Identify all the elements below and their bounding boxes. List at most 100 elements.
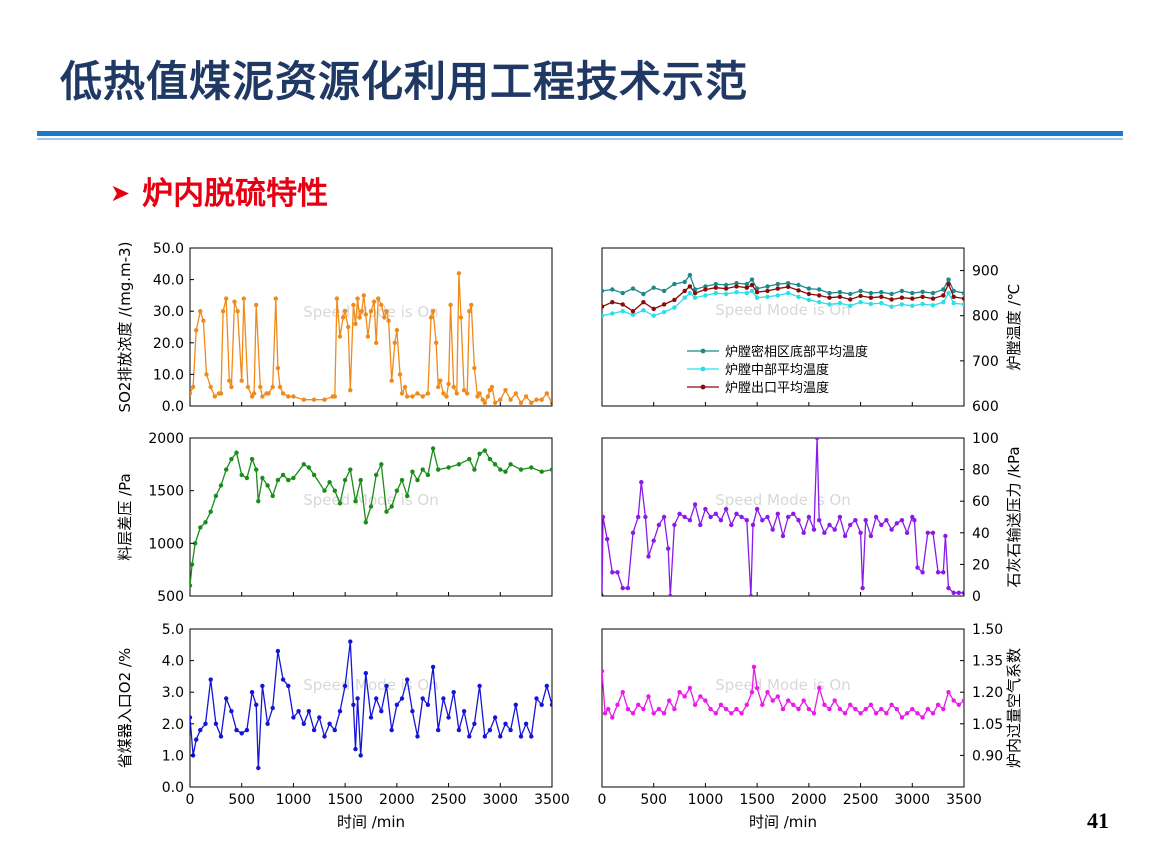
data-point bbox=[682, 288, 687, 294]
data-point bbox=[203, 520, 208, 525]
data-point bbox=[523, 721, 529, 726]
data-point bbox=[858, 530, 863, 535]
data-point bbox=[889, 297, 894, 302]
y-tick-label: 10.0 bbox=[153, 367, 184, 383]
x-tick-label: 2500 bbox=[431, 792, 467, 808]
data-point bbox=[539, 702, 544, 707]
data-point bbox=[204, 372, 209, 377]
series-group bbox=[190, 271, 552, 405]
data-point bbox=[444, 394, 449, 399]
chart-so2: Speed Mode is On0.010.020.030.040.050.0S… bbox=[116, 241, 553, 415]
y-axis-label: 炉内过量空气系数 bbox=[1005, 648, 1023, 768]
data-point bbox=[946, 690, 951, 695]
data-point bbox=[713, 285, 718, 290]
data-point bbox=[842, 533, 848, 539]
data-point bbox=[342, 309, 348, 314]
data-point bbox=[472, 365, 477, 371]
data-point bbox=[602, 668, 605, 674]
plot-frame bbox=[189, 437, 553, 597]
data-point bbox=[853, 518, 858, 523]
data-point bbox=[342, 683, 348, 689]
legend-label: 炉膛中部平均温度 bbox=[725, 362, 829, 378]
data-point bbox=[661, 309, 667, 315]
data-point bbox=[477, 451, 482, 456]
data-point bbox=[687, 518, 693, 523]
y-tick-label: 1000 bbox=[148, 536, 184, 552]
data-point bbox=[482, 400, 487, 405]
y-tick-label: 0.90 bbox=[972, 748, 1003, 764]
data-point bbox=[454, 391, 459, 396]
y-tick-label: 800 bbox=[972, 309, 999, 325]
data-point bbox=[961, 296, 964, 301]
x-axis-label: 时间 /min bbox=[749, 813, 817, 831]
data-point bbox=[374, 340, 379, 345]
data-point bbox=[894, 706, 899, 712]
data-point bbox=[912, 518, 917, 523]
data-point bbox=[208, 677, 213, 682]
data-point bbox=[384, 683, 389, 689]
data-point bbox=[817, 518, 822, 523]
data-point bbox=[860, 585, 865, 591]
data-point bbox=[348, 639, 353, 644]
x-tick-label: 0 bbox=[598, 792, 607, 808]
data-point bbox=[508, 727, 513, 733]
data-point bbox=[420, 696, 425, 701]
y-axis-label: SO2排放浓度 /(mg.m-3) bbox=[116, 242, 134, 413]
data-point bbox=[822, 530, 827, 535]
data-point bbox=[703, 506, 708, 512]
data-point bbox=[218, 391, 224, 396]
y-tick-label: 2.0 bbox=[162, 717, 184, 733]
data-point bbox=[630, 312, 636, 317]
data-point bbox=[668, 593, 673, 596]
data-point bbox=[477, 391, 482, 396]
data-point bbox=[529, 465, 534, 470]
data-point bbox=[355, 296, 360, 301]
data-point bbox=[744, 281, 749, 287]
data-point bbox=[744, 290, 749, 296]
data-point bbox=[708, 706, 713, 712]
data-point bbox=[672, 522, 677, 528]
data-point bbox=[529, 400, 534, 405]
data-point bbox=[682, 295, 687, 300]
data-point bbox=[639, 480, 644, 485]
data-point bbox=[346, 324, 351, 330]
data-point bbox=[915, 565, 920, 570]
data-point bbox=[941, 287, 946, 292]
data-point bbox=[549, 702, 552, 707]
data-point bbox=[801, 698, 806, 703]
data-point bbox=[868, 290, 874, 296]
data-point bbox=[461, 388, 467, 393]
data-point bbox=[765, 284, 770, 289]
data-point bbox=[739, 711, 744, 716]
data-point bbox=[884, 711, 889, 716]
data-point bbox=[610, 715, 615, 720]
data-point bbox=[832, 698, 837, 703]
plot-frame bbox=[601, 437, 965, 597]
data-point bbox=[265, 483, 270, 488]
data-point bbox=[765, 514, 770, 520]
data-point bbox=[415, 477, 420, 483]
legend-swatch-marker bbox=[700, 348, 706, 354]
chart-furnace-temp: Speed Mode is On 600 700 800 900 炉膛温度 /℃ 炉膛密相区… bbox=[601, 247, 1023, 415]
data-point bbox=[806, 514, 812, 520]
data-point bbox=[946, 277, 951, 282]
data-point bbox=[837, 300, 843, 306]
data-point bbox=[348, 388, 353, 393]
data-point bbox=[430, 664, 436, 670]
legend-swatch-marker bbox=[700, 366, 706, 372]
data-point bbox=[534, 397, 539, 402]
data-point bbox=[910, 303, 915, 308]
data-point bbox=[786, 514, 791, 520]
data-point bbox=[534, 696, 539, 701]
data-point bbox=[817, 287, 822, 292]
data-point bbox=[492, 400, 498, 405]
data-point bbox=[539, 469, 544, 474]
data-point bbox=[646, 554, 651, 559]
watermark-text: Speed Mode is On bbox=[715, 676, 851, 694]
data-point bbox=[382, 315, 387, 320]
data-point bbox=[925, 530, 930, 535]
data-point bbox=[625, 706, 631, 712]
data-point bbox=[605, 536, 610, 542]
data-point bbox=[687, 685, 693, 691]
